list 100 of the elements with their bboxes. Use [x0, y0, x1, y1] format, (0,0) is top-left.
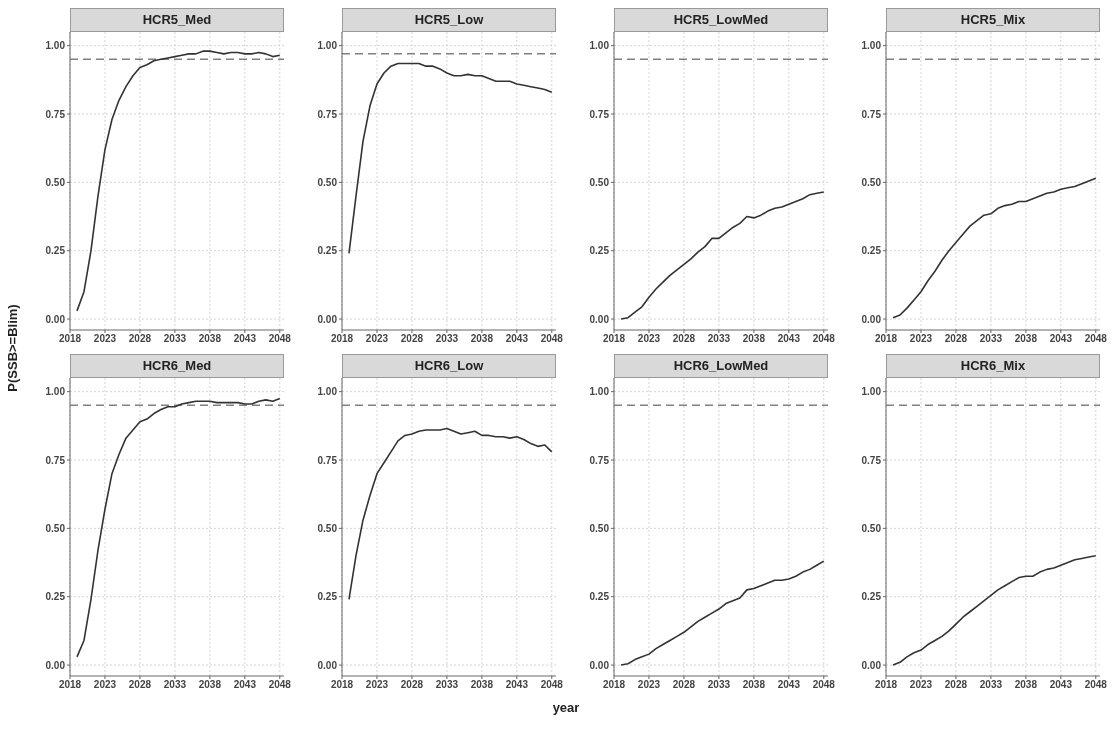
chart-title: HCR6_Mix — [886, 354, 1100, 378]
chart-title: HCR6_LowMed — [614, 354, 828, 378]
y-tick-label: 1.00 — [45, 40, 66, 52]
x-tick-label: 2033 — [979, 679, 1003, 691]
x-tick-label: 2033 — [163, 333, 187, 345]
y-tick-label: 0.00 — [861, 313, 882, 325]
x-tick-label: 2028 — [944, 679, 968, 691]
y-tick-label: 1.00 — [317, 386, 338, 398]
x-tick-label: 2048 — [812, 333, 836, 345]
chart-title: HCR5_Low — [342, 8, 556, 32]
x-tick-label: 2018 — [602, 679, 626, 691]
chart-title: HCR6_Low — [342, 354, 556, 378]
x-tick-label: 2033 — [435, 679, 459, 691]
line-series — [76, 50, 281, 312]
x-tick-label: 2048 — [1084, 333, 1108, 345]
y-axis-title: P(SSB>=Blim) — [4, 304, 20, 392]
y-tick-label: 0.25 — [861, 591, 882, 603]
chart-title: HCR5_Med — [70, 8, 284, 32]
x-tick-label: 2023 — [909, 679, 933, 691]
x-tick-label: 2018 — [330, 333, 354, 345]
x-tick-label: 2048 — [812, 679, 836, 691]
x-tick-label: 2043 — [505, 333, 529, 345]
x-tick-label: 2043 — [233, 333, 257, 345]
y-tick-label: 1.00 — [317, 40, 338, 52]
x-tick-label: 2023 — [909, 333, 933, 345]
x-tick-label: 2033 — [979, 333, 1003, 345]
x-tick-label: 2018 — [602, 333, 626, 345]
y-tick-label: 0.00 — [861, 659, 882, 671]
x-tick-label: 2018 — [874, 679, 898, 691]
x-tick-label: 2048 — [1084, 679, 1108, 691]
x-tick-label: 2048 — [268, 679, 292, 691]
y-tick-label: 0.25 — [589, 245, 610, 257]
y-tick-label: 0.50 — [317, 176, 338, 188]
x-tick-label: 2043 — [777, 333, 801, 345]
y-tick-label: 0.75 — [861, 454, 882, 466]
y-tick-label: 1.00 — [861, 386, 882, 398]
x-tick-label: 2043 — [233, 679, 257, 691]
x-tick-label: 2023 — [637, 333, 661, 345]
x-tick-label: 2028 — [128, 333, 152, 345]
y-tick-label: 1.00 — [861, 40, 882, 52]
x-tick-label: 2033 — [707, 679, 731, 691]
y-tick-label: 1.00 — [589, 40, 610, 52]
y-tick-label: 0.50 — [45, 522, 66, 534]
y-tick-label: 0.75 — [861, 108, 882, 120]
x-tick-label: 2038 — [198, 679, 222, 691]
y-tick-label: 0.75 — [589, 108, 610, 120]
y-tick-label: 0.50 — [861, 522, 882, 534]
x-tick-label: 2043 — [505, 679, 529, 691]
y-tick-label: 0.25 — [317, 591, 338, 603]
y-tick-label: 1.00 — [589, 386, 610, 398]
x-tick-label: 2028 — [672, 679, 696, 691]
line-series — [620, 191, 825, 320]
x-tick-label: 2048 — [540, 333, 564, 345]
x-tick-label: 2038 — [742, 679, 766, 691]
line-series — [620, 560, 825, 666]
y-tick-label: 0.50 — [45, 176, 66, 188]
chart-title: HCR5_Mix — [886, 8, 1100, 32]
x-tick-label: 2018 — [330, 679, 354, 691]
y-tick-label: 0.25 — [861, 245, 882, 257]
x-tick-label: 2023 — [365, 679, 389, 691]
y-tick-label: 0.25 — [45, 591, 66, 603]
y-tick-label: 0.75 — [317, 454, 338, 466]
x-tick-label: 2038 — [742, 333, 766, 345]
x-tick-label: 2033 — [435, 333, 459, 345]
y-tick-label: 1.00 — [45, 386, 66, 398]
y-tick-label: 0.00 — [317, 313, 338, 325]
y-tick-label: 0.75 — [45, 454, 66, 466]
chart-title: HCR5_LowMed — [614, 8, 828, 32]
y-tick-label: 0.00 — [589, 659, 610, 671]
y-tick-label: 0.50 — [317, 522, 338, 534]
y-tick-label: 0.00 — [589, 313, 610, 325]
y-tick-label: 0.75 — [317, 108, 338, 120]
x-tick-label: 2018 — [58, 679, 82, 691]
y-tick-label: 0.25 — [317, 245, 338, 257]
x-tick-label: 2023 — [93, 333, 117, 345]
x-tick-label: 2033 — [163, 679, 187, 691]
y-tick-label: 0.75 — [589, 454, 610, 466]
x-axis-title: year — [551, 700, 581, 715]
y-tick-label: 0.75 — [45, 108, 66, 120]
line-series — [348, 427, 553, 601]
y-tick-label: 0.00 — [317, 659, 338, 671]
x-tick-label: 2038 — [198, 333, 222, 345]
x-tick-label: 2043 — [777, 679, 801, 691]
line-series — [348, 62, 553, 255]
y-tick-label: 0.25 — [45, 245, 66, 257]
y-tick-label: 0.50 — [861, 176, 882, 188]
x-tick-label: 2038 — [1014, 333, 1038, 345]
y-tick-label: 0.00 — [45, 659, 66, 671]
x-tick-label: 2043 — [1049, 333, 1073, 345]
x-tick-label: 2028 — [400, 679, 424, 691]
x-tick-label: 2018 — [874, 333, 898, 345]
x-tick-label: 2028 — [128, 679, 152, 691]
y-tick-label: 0.25 — [589, 591, 610, 603]
y-tick-label: 0.00 — [45, 313, 66, 325]
x-tick-label: 2038 — [470, 333, 494, 345]
x-tick-label: 2028 — [400, 333, 424, 345]
x-tick-label: 2038 — [1014, 679, 1038, 691]
x-tick-label: 2048 — [540, 679, 564, 691]
x-tick-label: 2033 — [707, 333, 731, 345]
x-tick-label: 2038 — [470, 679, 494, 691]
